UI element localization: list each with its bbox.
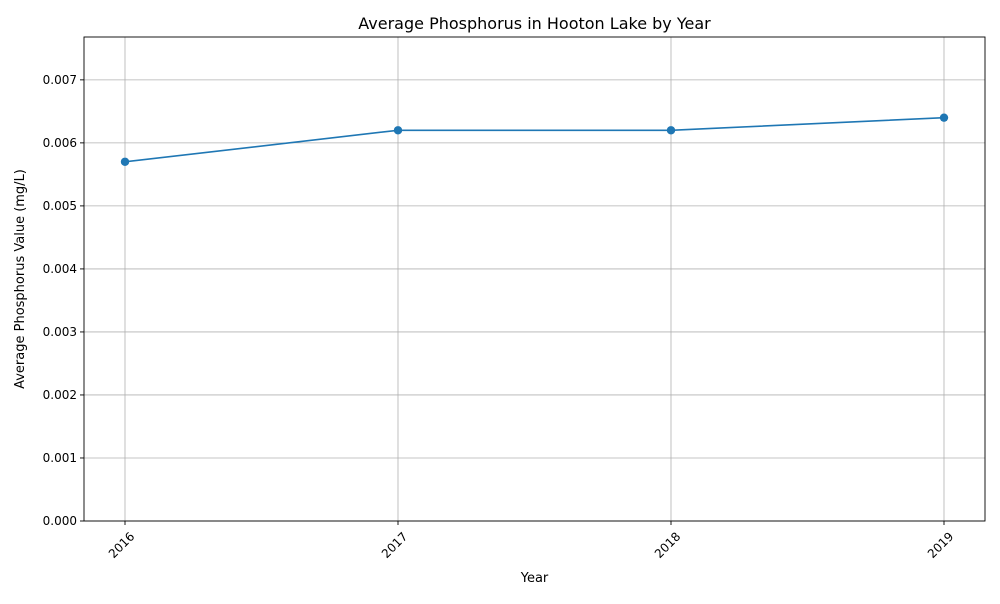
data-point (666, 126, 676, 135)
y-tick-label: 0.003 (43, 325, 77, 339)
ticks-layer: 0.000 0.001 0.002 0.003 0.004 0.005 0.006 0.007… (43, 73, 957, 561)
y-tick-label: 0.007 (43, 73, 77, 87)
y-axis-title: Average Phosphorus Value (mg/L) (13, 169, 28, 389)
y-tick-label: 0.004 (43, 262, 77, 276)
x-tick-label: 2016 (106, 529, 137, 560)
y-tick-label: 0.002 (43, 388, 77, 402)
y-tick-label: 0.001 (43, 451, 77, 465)
x-tick-label: 2019 (925, 529, 956, 560)
series-layer (120, 113, 949, 166)
y-tick-label: 0.005 (43, 199, 77, 213)
series-line (124, 116, 945, 163)
y-tick-label: 0.000 (43, 514, 77, 528)
plot-frame (83, 36, 986, 522)
y-tick-label: 0.006 (43, 136, 77, 150)
data-point (393, 126, 403, 135)
x-tick-label: 2017 (379, 529, 410, 560)
x-tick-label: 2018 (652, 529, 683, 560)
data-point (939, 113, 949, 122)
grid-layer (84, 37, 985, 522)
x-axis-title: Year (520, 571, 549, 586)
data-point (120, 157, 130, 166)
chart-title: Average Phosphorus in Hooton Lake by Yea… (358, 14, 711, 33)
